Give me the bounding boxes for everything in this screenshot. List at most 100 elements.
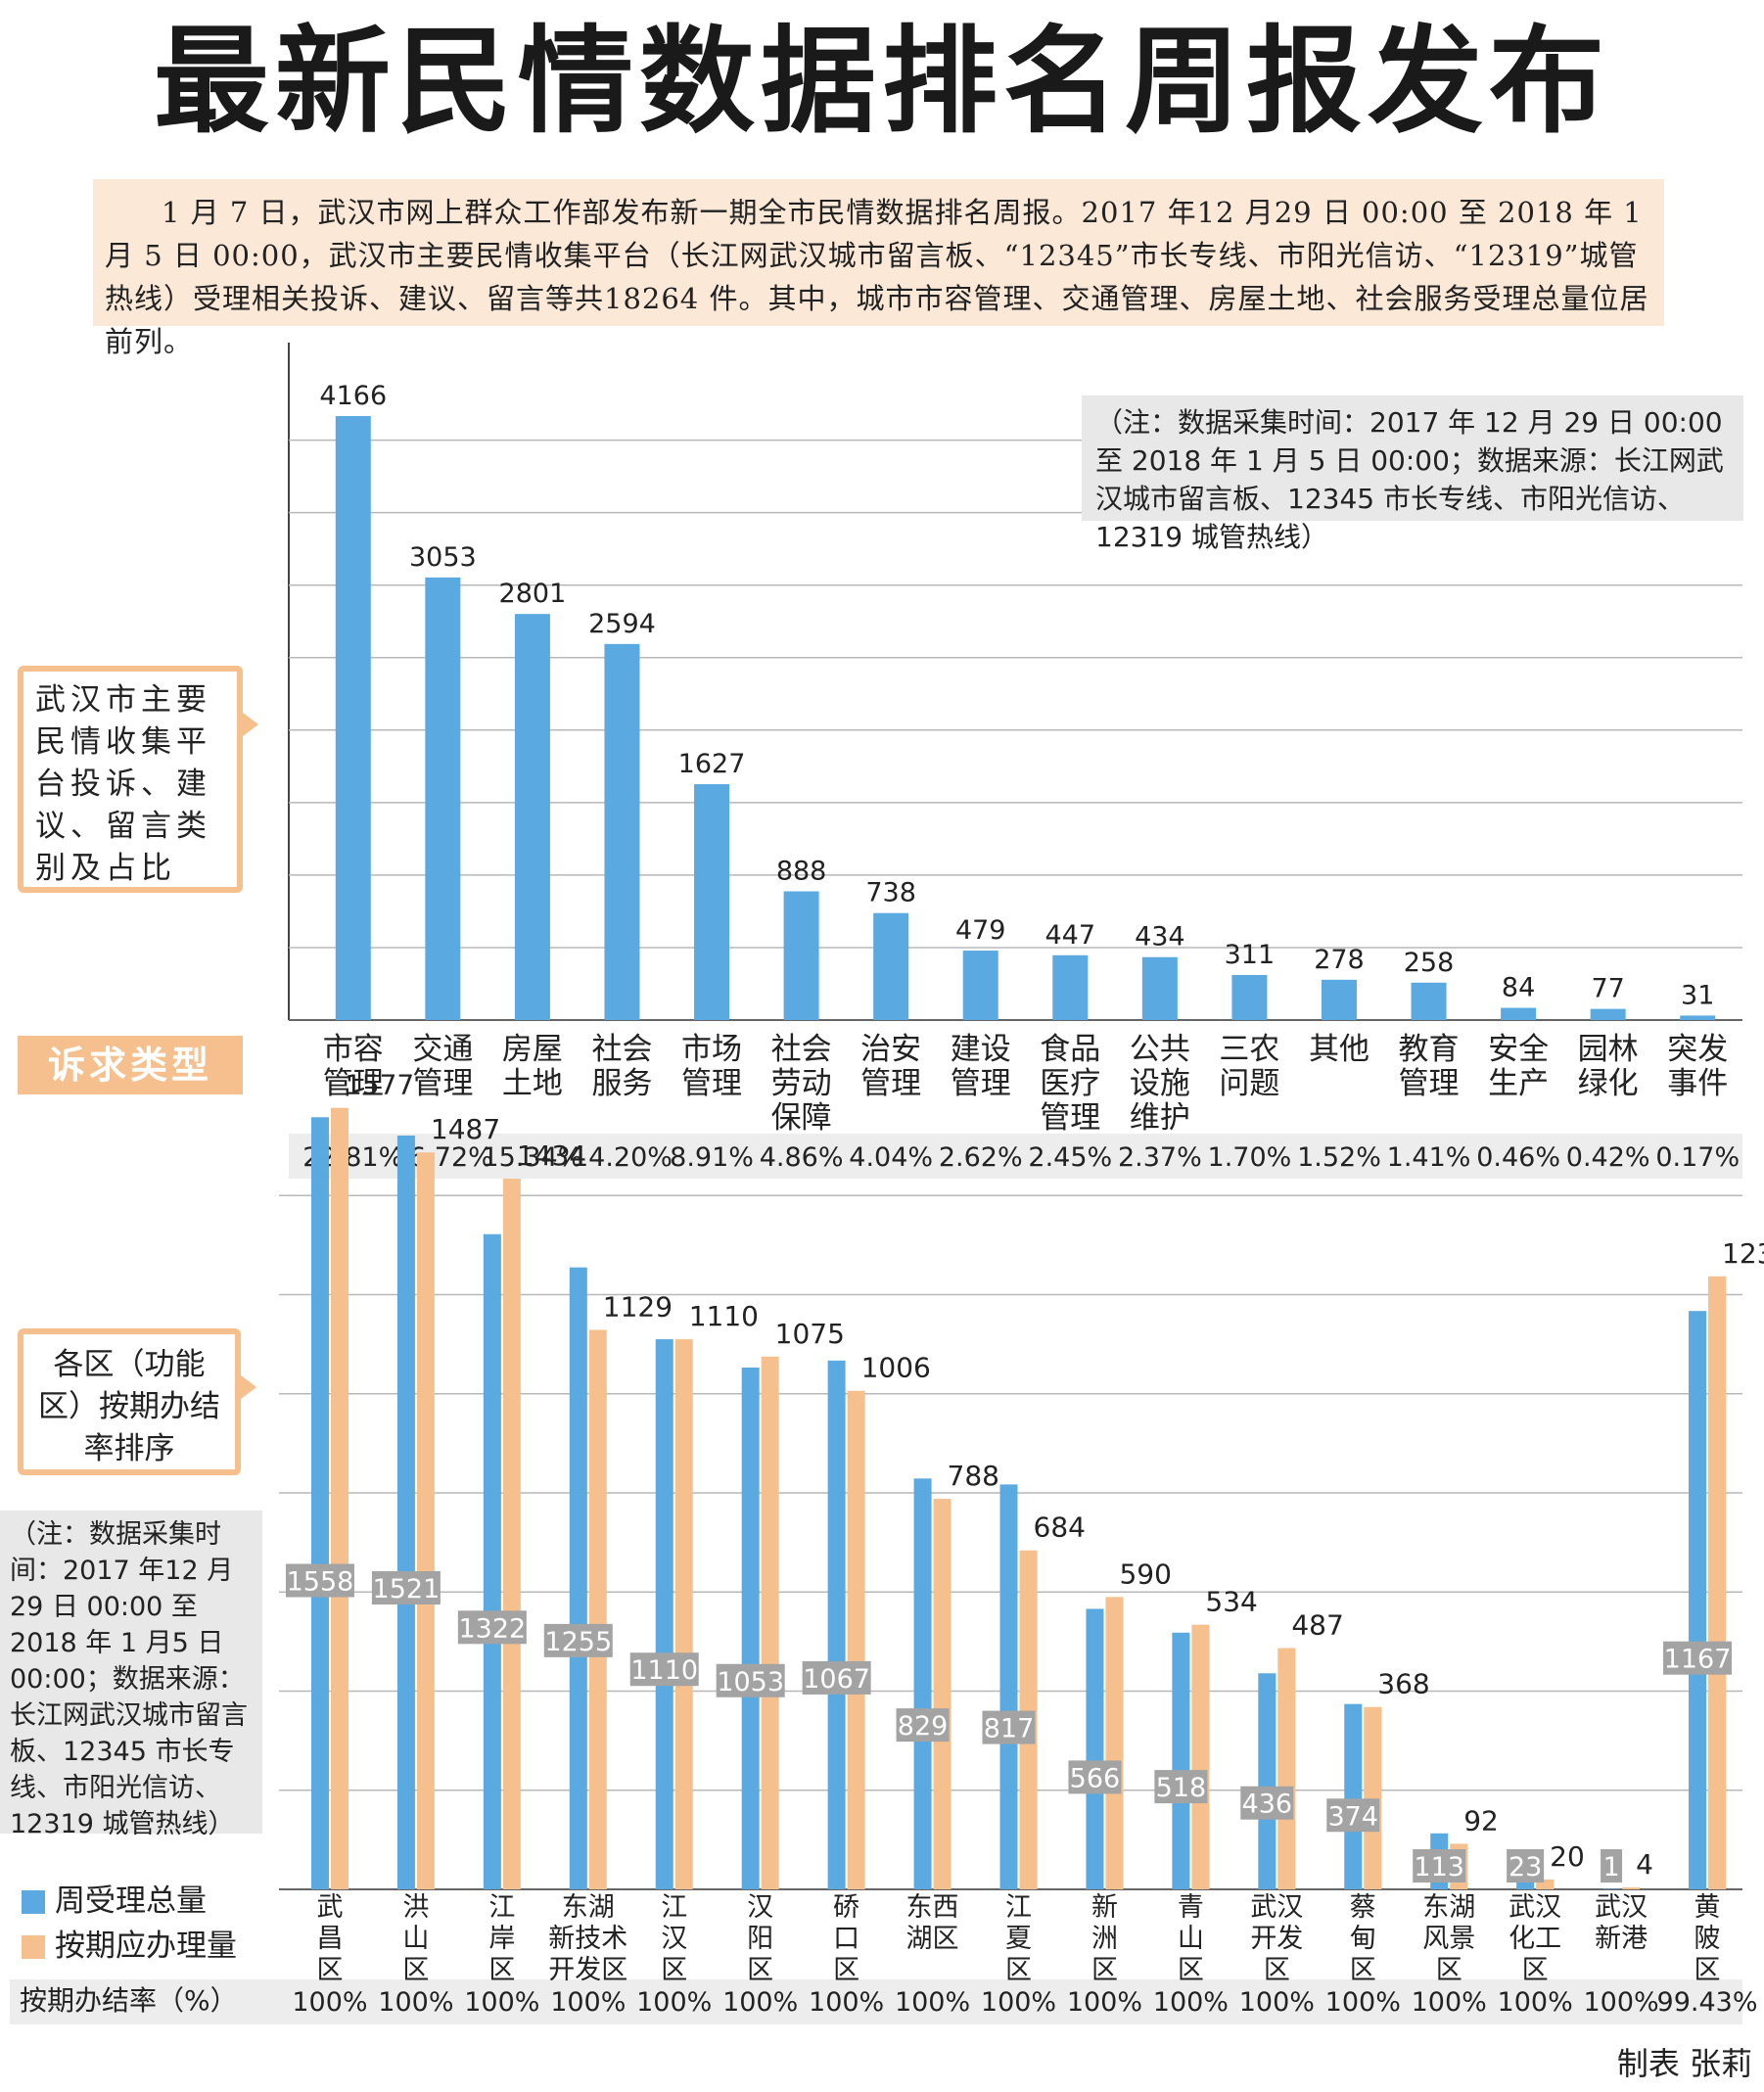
rate-value-label: 100%: [895, 1987, 970, 2018]
bar-total: [310, 1117, 329, 1889]
due-value-label: 534: [1205, 1586, 1257, 1618]
category-label: 三农问题: [1219, 1032, 1279, 1101]
total-value-box: [1663, 1641, 1733, 1675]
due-value-label: 20: [1550, 1840, 1585, 1873]
bar: [1052, 954, 1089, 1020]
district-label: 武汉开发区: [1250, 1892, 1303, 1985]
bar-total: [999, 1484, 1018, 1889]
total-value-box: [1240, 1786, 1294, 1820]
percent-label: 1.70%: [1208, 1142, 1292, 1173]
bar-total: [569, 1267, 587, 1889]
bar: [1231, 974, 1268, 1020]
total-value-box: [1507, 1849, 1545, 1883]
bar: [1501, 1007, 1537, 1020]
bar-value-label: 311: [1225, 940, 1276, 970]
district-label: 江夏区: [1005, 1892, 1032, 1985]
total-value-label: 829: [898, 1711, 949, 1742]
district-label: 洪山区: [402, 1892, 429, 1985]
bar-value-label: 2594: [588, 609, 656, 639]
category-label: 建设管理: [951, 1032, 1011, 1101]
category-label: 房屋土地: [502, 1032, 563, 1101]
percent-label: 15.34%: [482, 1142, 582, 1173]
bar-total: [1258, 1673, 1277, 1889]
percent-label: 0.17%: [1655, 1142, 1740, 1173]
bar: [604, 643, 640, 1020]
bar-total: [1602, 1888, 1621, 1889]
rate-value-label: 100%: [722, 1987, 798, 2018]
rate-value-label: 100%: [464, 1987, 539, 2018]
bar-due: [933, 1499, 952, 1889]
category-label: 社会服务: [591, 1032, 652, 1101]
category-label: 突发事件: [1667, 1032, 1728, 1101]
percent-label: 2.37%: [1118, 1142, 1202, 1173]
bar-value-label: 84: [1502, 973, 1535, 1003]
percent-label: 4.86%: [760, 1142, 844, 1173]
percent-label: 4.04%: [849, 1142, 933, 1173]
bar: [514, 614, 550, 1020]
due-value-label: 1129: [603, 1290, 673, 1323]
bar-due: [1191, 1624, 1210, 1889]
percent-label: 1.52%: [1297, 1142, 1381, 1173]
bar-total: [1689, 1311, 1707, 1889]
rate-value-label: 100%: [292, 1987, 367, 2018]
total-value-label: 817: [984, 1714, 1035, 1744]
total-value-box: [371, 1570, 441, 1604]
category-label: 其他: [1309, 1032, 1369, 1067]
total-value-label: 518: [1156, 1773, 1207, 1803]
total-value-label: 1322: [458, 1613, 526, 1644]
bar-total: [741, 1367, 760, 1889]
bar: [1411, 982, 1447, 1020]
bar-value-label: 4166: [319, 381, 387, 411]
bar: [962, 951, 998, 1020]
category-label: 市场管理: [681, 1032, 742, 1101]
legend-swatch-blue: [22, 1890, 45, 1914]
bar-total: [827, 1360, 846, 1889]
bar-value-label: 479: [955, 915, 1006, 946]
percent-label: 2.45%: [1028, 1142, 1112, 1173]
due-value-label: 1110: [689, 1300, 759, 1332]
total-value-box: [1068, 1760, 1122, 1794]
bar-due: [1622, 1886, 1641, 1889]
bar-value-label: 738: [865, 878, 916, 908]
due-value-label: 4: [1636, 1848, 1653, 1881]
category-label: 安全生产: [1488, 1032, 1549, 1101]
due-value-label: 590: [1119, 1557, 1171, 1590]
bar-value-label: 278: [1314, 945, 1365, 975]
bar-due: [1536, 1879, 1555, 1889]
total-value-box: [285, 1563, 354, 1598]
total-value-label: 23: [1509, 1852, 1542, 1883]
rate-value-label: 100%: [1583, 1987, 1658, 2018]
bar: [694, 784, 730, 1020]
total-value-label: 1167: [1664, 1645, 1732, 1675]
total-value-box: [457, 1610, 527, 1645]
percent-label: 2.62%: [939, 1142, 1023, 1173]
total-value-box: [543, 1623, 613, 1657]
bar-due: [847, 1390, 865, 1889]
total-value-label: 1255: [544, 1627, 612, 1657]
total-value-label: 1: [1602, 1852, 1619, 1883]
rate-value-label: 100%: [1412, 1987, 1487, 2018]
district-label: 黄陂区: [1694, 1892, 1721, 1985]
total-value-label: 1053: [717, 1667, 784, 1697]
appeal-type-banner: 诉求类型: [18, 1036, 243, 1094]
bar-value-label: 447: [1045, 920, 1096, 951]
bar-due: [1364, 1706, 1382, 1889]
percent-label: 8.91%: [670, 1142, 754, 1173]
bar-total: [913, 1478, 932, 1889]
chart1-source-note: （注：数据采集时间：2017 年 12 月 29 日 00:00 至 2018 …: [1082, 395, 1743, 553]
percent-label: 1.41%: [1387, 1142, 1471, 1173]
legend-item-due: 按期应办理量: [22, 1927, 266, 1966]
rate-value-label: 100%: [1325, 1987, 1401, 2018]
total-value-label: 436: [1242, 1790, 1293, 1820]
due-value-label: 368: [1377, 1668, 1429, 1700]
bar-due: [1105, 1597, 1124, 1889]
bar-total: [1086, 1608, 1104, 1889]
bar: [783, 891, 819, 1020]
category-label: 园林绿化: [1578, 1032, 1639, 1101]
bar-value-label: 888: [776, 856, 827, 886]
due-value-label: 1577: [345, 1069, 414, 1101]
district-label: 武昌区: [316, 1892, 343, 1985]
rate-value-label: 99.43%: [1657, 1987, 1758, 2018]
completion-rate-label: 按期办结率（%）: [20, 1984, 238, 2017]
